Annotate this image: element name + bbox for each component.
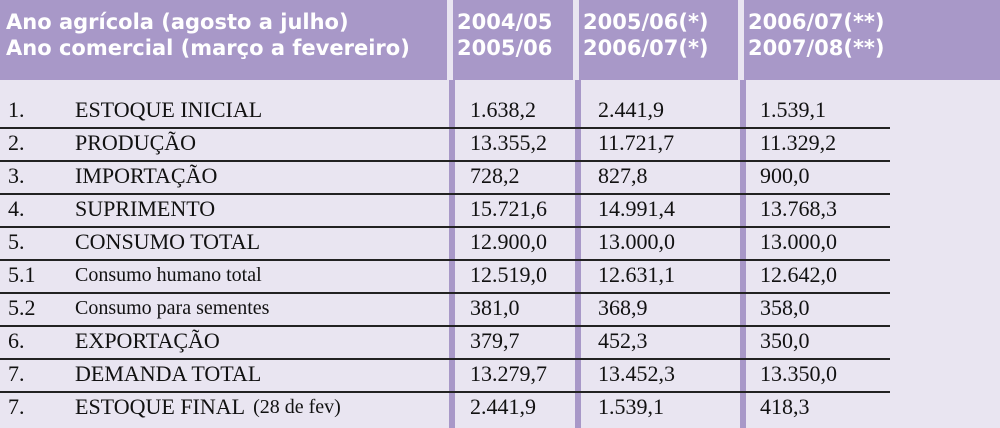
header-year: 2005/06(*) — [583, 10, 709, 34]
value: 2.441,9 — [470, 394, 536, 419]
value: 13.000,0 — [598, 229, 675, 254]
value: 379,7 — [470, 328, 520, 353]
row-number: 6. — [8, 328, 25, 353]
header-year: 2005/06 — [457, 36, 553, 60]
header-year: 2006/07(*) — [583, 36, 709, 60]
value: 13.452,3 — [598, 361, 675, 386]
header-label: Ano comercial (março a fevereiro) — [6, 36, 410, 60]
column-separator — [449, 80, 455, 428]
header-year: 2007/08(**) — [748, 36, 885, 60]
value: 13.279,7 — [470, 361, 547, 386]
value: 14.991,4 — [598, 196, 675, 221]
value: 12.900,0 — [470, 229, 547, 254]
row-rule — [0, 160, 890, 162]
value: 12.642,0 — [760, 262, 837, 287]
row-rule — [0, 226, 890, 228]
header-year: 2004/05 — [457, 10, 553, 34]
row-label: IMPORTAÇÃO — [75, 163, 218, 188]
value: 2.441,9 — [598, 97, 664, 122]
value: 13.000,0 — [760, 229, 837, 254]
row-label: DEMANDA TOTAL — [75, 361, 262, 386]
row-rule — [0, 259, 890, 261]
value: 350,0 — [760, 328, 810, 353]
row-rule — [0, 193, 890, 195]
row-rule — [0, 292, 890, 294]
row-label: Consumo para sementes — [75, 297, 270, 319]
value: 381,0 — [470, 295, 520, 320]
column-separator — [575, 80, 581, 428]
value: 1.638,2 — [470, 97, 536, 122]
row-number: 7. — [8, 361, 25, 386]
row-number: 4. — [8, 196, 25, 221]
value: 13.350,0 — [760, 361, 837, 386]
row-rule — [0, 391, 890, 393]
value: 13.355,2 — [470, 130, 547, 155]
row-note: (28 de fev) — [253, 396, 341, 418]
row-number: 5. — [8, 229, 25, 254]
row-rule — [0, 325, 890, 327]
row-label: CONSUMO TOTAL — [75, 229, 261, 254]
row-label: SUPRIMENTO — [75, 196, 216, 221]
row-number: 5.1 — [8, 262, 36, 287]
row-number: 1. — [8, 97, 25, 122]
row-rule — [0, 358, 890, 360]
row-number: 7. — [8, 394, 25, 419]
row-label: ESTOQUE FINAL — [75, 394, 246, 419]
value: 11.721,7 — [598, 130, 675, 155]
row-number: 3. — [8, 163, 25, 188]
header-label: Ano agrícola (agosto a julho) — [6, 10, 349, 34]
header-cell — [453, 0, 573, 80]
value: 827,8 — [598, 163, 648, 188]
value: 13.768,3 — [760, 196, 837, 221]
value: 728,2 — [470, 163, 520, 188]
header-year: 2006/07(**) — [748, 10, 885, 34]
row-number: 2. — [8, 130, 25, 155]
value: 900,0 — [760, 163, 810, 188]
value: 358,0 — [760, 295, 810, 320]
value: 1.539,1 — [760, 97, 826, 122]
header-cell — [579, 0, 738, 80]
value: 11.329,2 — [760, 130, 837, 155]
value: 418,3 — [760, 394, 810, 419]
header-cell — [744, 0, 1000, 80]
value: 1.539,1 — [598, 394, 664, 419]
row-label: Consumo humano total — [75, 264, 262, 286]
row-label: EXPORTAÇÃO — [75, 328, 220, 353]
row-rule — [0, 127, 890, 129]
column-separator — [740, 80, 746, 428]
value: 15.721,6 — [470, 196, 547, 221]
header-cell — [0, 0, 447, 80]
row-label: PRODUÇÃO — [75, 130, 197, 155]
value: 452,3 — [598, 328, 648, 353]
value: 12.631,1 — [598, 262, 675, 287]
value: 368,9 — [598, 295, 648, 320]
value: 12.519,0 — [470, 262, 547, 287]
row-label: ESTOQUE INICIAL — [75, 97, 263, 122]
row-number: 5.2 — [8, 295, 36, 320]
